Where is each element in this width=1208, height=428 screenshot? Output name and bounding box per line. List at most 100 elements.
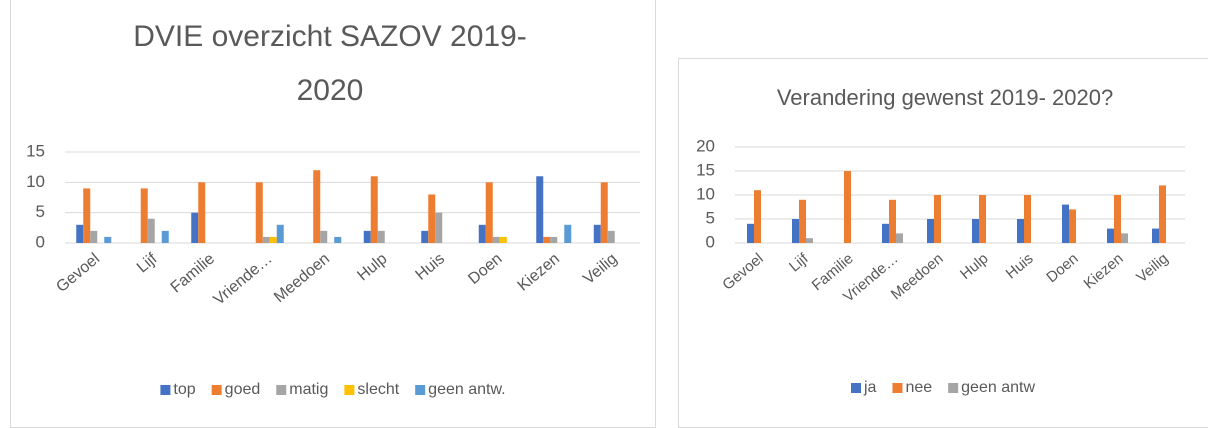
y-tick-label: 5 [36, 202, 45, 221]
x-tick-label: Veilig [580, 250, 620, 288]
bar [90, 230, 98, 243]
bar [492, 236, 500, 243]
legend-label: matig [289, 381, 328, 398]
y-tick-label: 0 [36, 232, 45, 251]
bar [147, 218, 155, 243]
bar [478, 224, 486, 243]
x-tick-label: Veilig [1133, 250, 1171, 286]
bar [1024, 195, 1031, 243]
x-tick-label: Huis [413, 250, 448, 284]
bar [844, 171, 851, 243]
x-tick-label: Familie [168, 250, 219, 296]
x-tick-label: Gevoel [53, 250, 103, 296]
legend-label: geen antw [961, 379, 1035, 396]
x-tick-label: Vriende… [211, 250, 276, 308]
bar [806, 238, 813, 243]
y-tick-label: 0 [706, 232, 715, 251]
bar [972, 219, 979, 243]
bar [754, 190, 761, 243]
legend: ja nee geen antw [851, 379, 1035, 396]
legend-label: nee [905, 379, 932, 396]
bar [435, 212, 443, 243]
bar [1107, 228, 1114, 243]
bar [262, 236, 270, 243]
bar [896, 233, 903, 243]
legend-swatch [276, 385, 287, 395]
legend: top goed matig slecht geen antw. [160, 381, 506, 398]
bar [269, 236, 277, 243]
bar [313, 170, 321, 243]
legend-swatch [892, 383, 903, 393]
bar [485, 182, 493, 243]
x-tick-label: Doen [465, 250, 505, 288]
bar [979, 195, 986, 243]
bar [747, 223, 754, 243]
bar [536, 176, 544, 243]
bar [1062, 204, 1069, 243]
bar [377, 230, 385, 243]
bar [550, 236, 558, 243]
bar [255, 182, 263, 243]
bar [370, 176, 378, 243]
bar [889, 199, 896, 243]
x-tick-label: Gevoel [719, 250, 766, 294]
x-tick-label: Hulp [354, 250, 390, 284]
legend-swatch [211, 385, 222, 395]
bar [593, 224, 601, 243]
chart-title: DVIE overzicht SAZOV 2019-2020 [133, 20, 527, 107]
bar [76, 224, 84, 243]
y-tick-label: 10 [696, 184, 715, 203]
bar [421, 230, 429, 243]
legend-swatch [948, 383, 959, 393]
bar [276, 224, 284, 243]
bar [1069, 209, 1076, 243]
legend-swatch [851, 383, 861, 393]
bar [334, 236, 342, 243]
legend-swatch [344, 385, 355, 395]
legend-label: goed [225, 381, 261, 398]
bar [104, 236, 112, 243]
legend-label: slecht [357, 381, 399, 398]
chart-title: Verandering gewenst 2019- 2020? [776, 85, 1114, 110]
bar [607, 230, 615, 243]
legend-label: ja [863, 379, 877, 396]
bar [191, 212, 199, 243]
bar [428, 194, 436, 243]
bar [882, 223, 889, 243]
bar [161, 230, 169, 243]
bar [1152, 228, 1159, 243]
x-tick-label: Meedoen [271, 250, 333, 306]
bar [499, 236, 507, 243]
bar [543, 236, 551, 243]
bar [1114, 195, 1121, 243]
bar [198, 182, 206, 243]
bar [363, 230, 371, 243]
x-tick-label: Kiezen [515, 250, 563, 294]
x-tick-label: Hulp [957, 250, 992, 283]
bar [1017, 219, 1024, 243]
legend-swatch [415, 385, 426, 395]
bar [927, 219, 934, 243]
legend-label: geen antw. [428, 381, 505, 398]
bar [600, 182, 608, 243]
bar [934, 195, 941, 243]
y-tick-label: 15 [26, 141, 45, 160]
y-tick-label: 20 [696, 136, 715, 155]
y-tick-label: 10 [26, 172, 45, 191]
bar [1159, 185, 1166, 243]
legend-swatch [160, 385, 171, 395]
x-tick-label: Huis [1003, 250, 1037, 282]
x-tick-label: Lijf [134, 250, 161, 277]
bar [564, 224, 572, 243]
bar [1121, 233, 1128, 243]
bar [320, 230, 328, 243]
x-tick-label: Kiezen [1081, 250, 1127, 293]
y-tick-label: 15 [696, 160, 715, 179]
legend-label: top [173, 381, 195, 398]
bar [140, 188, 148, 243]
bar [799, 199, 806, 243]
x-tick-label: Doen [1043, 250, 1081, 286]
bar [83, 188, 91, 243]
